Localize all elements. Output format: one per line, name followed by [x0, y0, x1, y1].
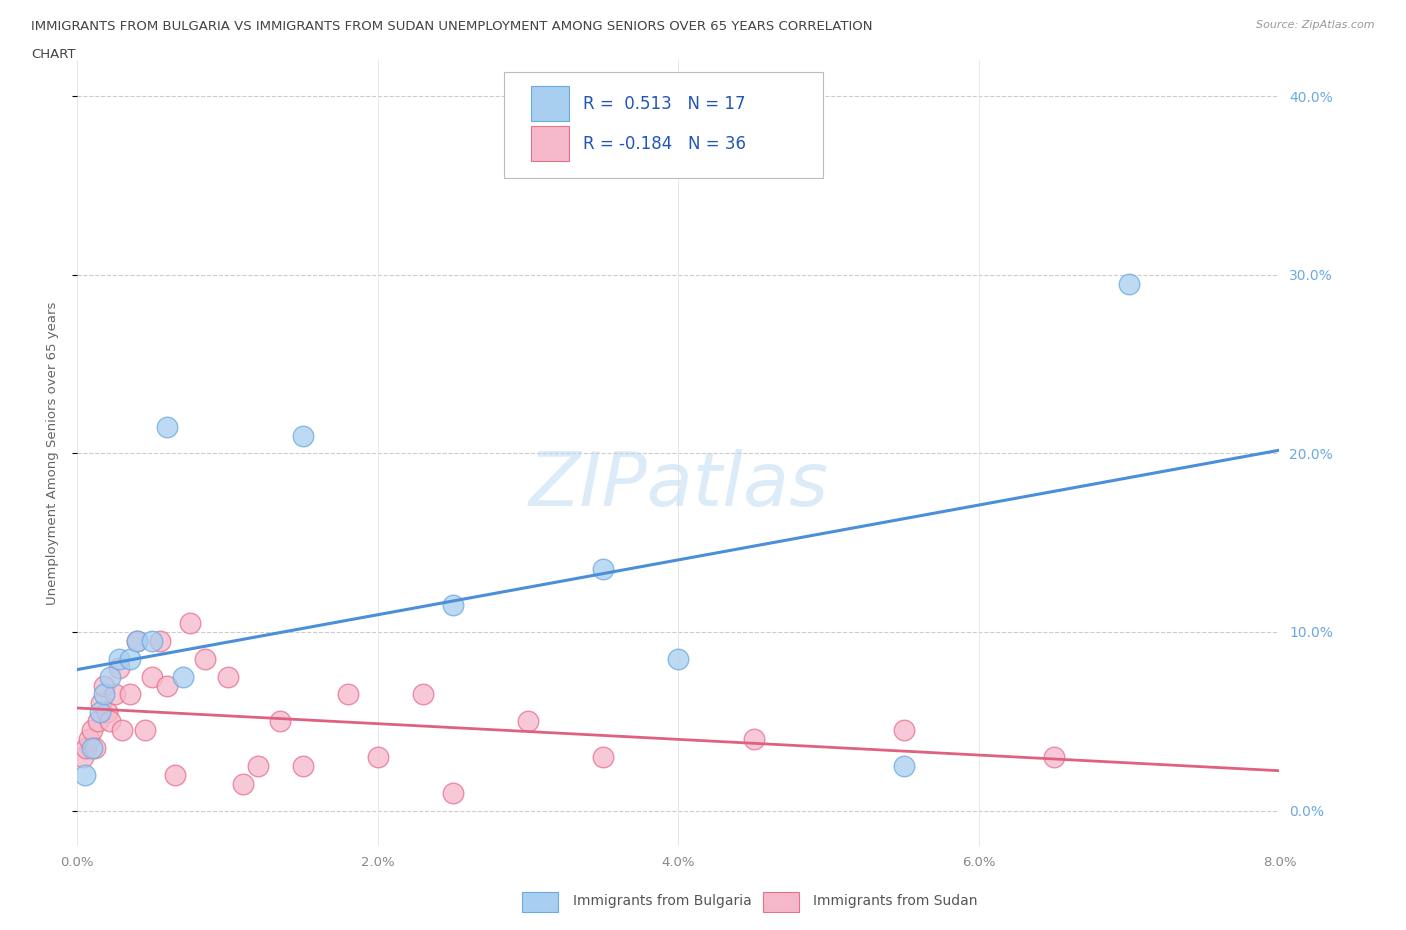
Point: [87, 714, 110, 729]
Point: [163, 767, 186, 782]
Text: Source: ZipAtlas.com: Source: ZipAtlas.com: [1257, 20, 1375, 31]
Point: [336, 687, 359, 702]
Text: Immigrants from Bulgaria: Immigrants from Bulgaria: [572, 895, 751, 909]
Point: [90, 696, 112, 711]
Point: [96, 705, 118, 720]
Text: CHART: CHART: [31, 48, 76, 61]
Point: [72, 750, 94, 764]
Point: [100, 714, 122, 729]
Point: [441, 598, 464, 613]
Point: [73, 767, 96, 782]
Point: [108, 651, 131, 666]
Text: R =  0.513   N = 17: R = 0.513 N = 17: [583, 95, 747, 113]
Point: [291, 759, 314, 774]
FancyBboxPatch shape: [762, 892, 799, 911]
Point: [89, 705, 111, 720]
Point: [149, 633, 172, 648]
FancyBboxPatch shape: [530, 86, 569, 121]
Point: [100, 670, 122, 684]
Point: [592, 750, 614, 764]
Text: R = -0.184   N = 36: R = -0.184 N = 36: [583, 135, 747, 153]
Point: [592, 562, 614, 577]
Point: [127, 633, 149, 648]
FancyBboxPatch shape: [505, 73, 823, 179]
Point: [232, 777, 254, 791]
Point: [893, 759, 915, 774]
Point: [179, 616, 201, 631]
Point: [441, 785, 464, 800]
Point: [118, 687, 141, 702]
Text: IMMIGRANTS FROM BULGARIA VS IMMIGRANTS FROM SUDAN UNEMPLOYMENT AMONG SENIORS OVE: IMMIGRANTS FROM BULGARIA VS IMMIGRANTS F…: [31, 20, 873, 33]
Point: [194, 651, 217, 666]
FancyBboxPatch shape: [522, 892, 558, 911]
Point: [742, 732, 765, 747]
Point: [141, 670, 163, 684]
FancyBboxPatch shape: [530, 126, 569, 161]
Point: [172, 670, 194, 684]
Point: [246, 759, 269, 774]
Point: [156, 678, 179, 693]
Point: [134, 723, 156, 737]
Text: Immigrants from Sudan: Immigrants from Sudan: [813, 895, 977, 909]
Point: [93, 687, 115, 702]
Point: [108, 660, 131, 675]
Point: [111, 723, 134, 737]
Point: [367, 750, 389, 764]
Point: [79, 732, 101, 747]
Point: [82, 723, 104, 737]
Text: ZIPatlas: ZIPatlas: [529, 449, 828, 521]
Point: [156, 419, 179, 434]
Point: [1043, 750, 1066, 764]
Point: [412, 687, 434, 702]
Point: [1118, 276, 1140, 291]
Point: [668, 651, 690, 666]
Y-axis label: Unemployment Among Seniors over 65 years: Unemployment Among Seniors over 65 years: [46, 301, 59, 605]
Point: [893, 723, 915, 737]
Point: [118, 651, 141, 666]
Point: [104, 687, 127, 702]
Point: [127, 633, 149, 648]
Point: [291, 428, 314, 443]
Point: [141, 633, 163, 648]
Point: [269, 714, 291, 729]
Point: [93, 678, 115, 693]
Point: [217, 670, 239, 684]
Point: [84, 740, 107, 755]
Point: [82, 740, 104, 755]
Point: [517, 714, 540, 729]
Point: [75, 740, 97, 755]
